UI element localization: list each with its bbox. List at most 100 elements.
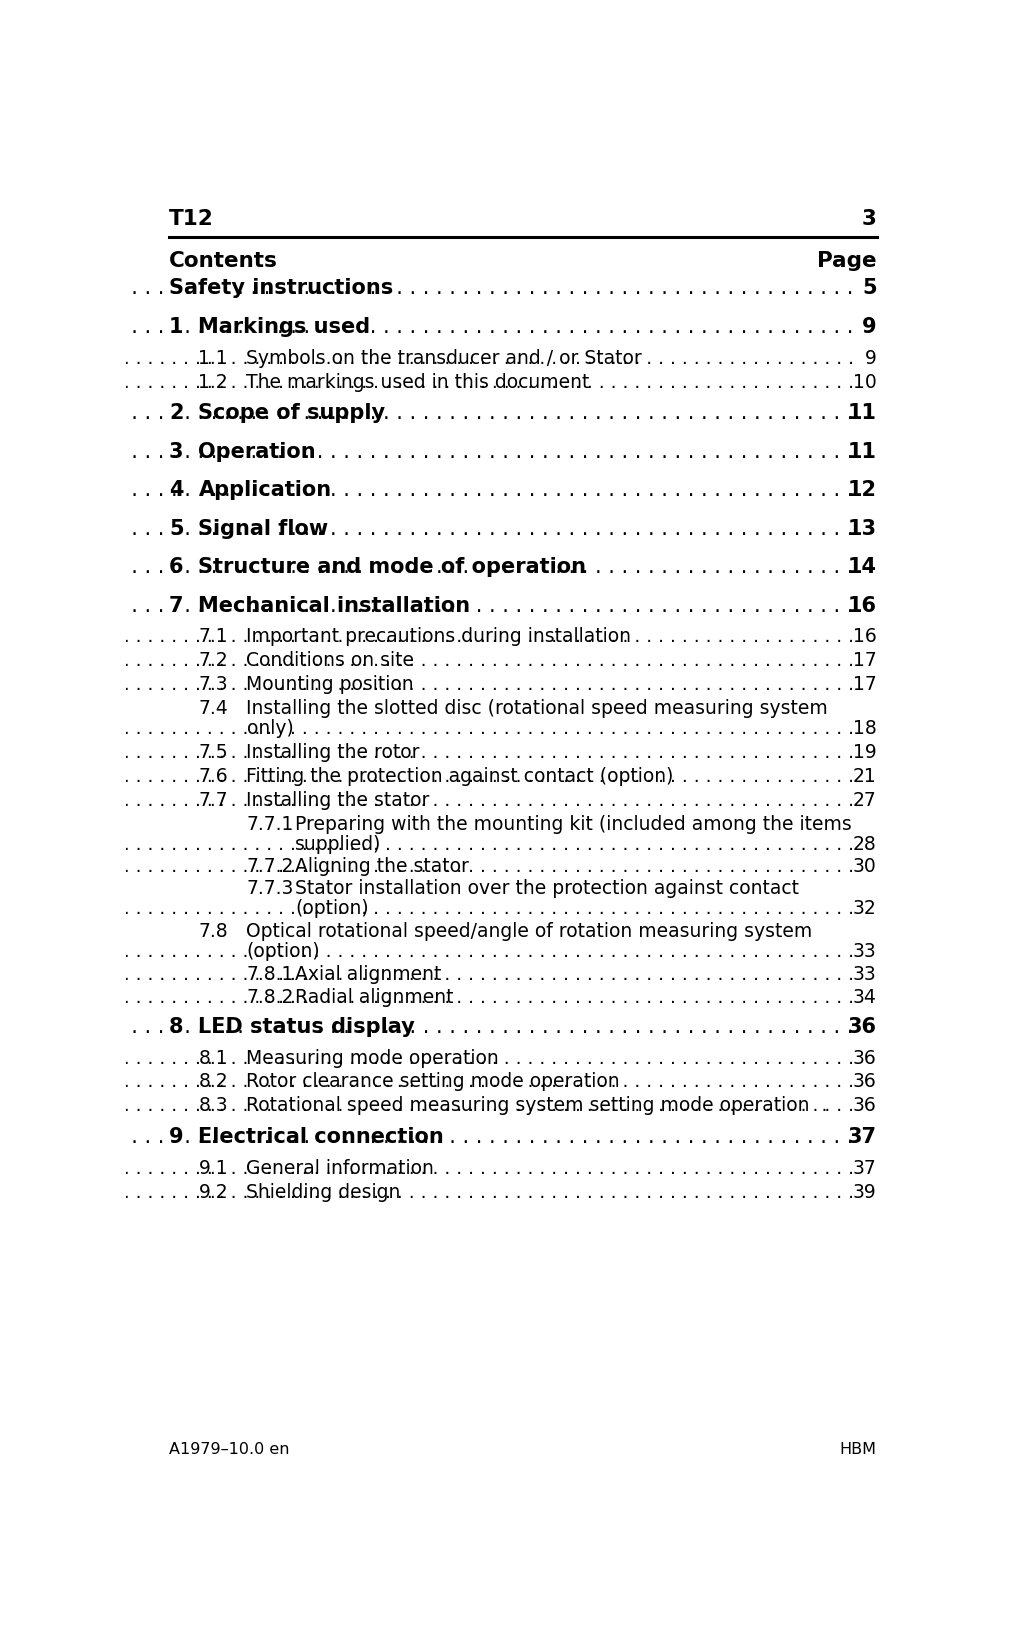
Text: . . . . . . . . . . . . . . . . . . . . . . . . . . . . . . . . . . . . . . . . : . . . . . . . . . . . . . . . . . . . . … (0, 480, 859, 500)
Text: Radial alignment: Radial alignment (295, 987, 454, 1007)
Text: . . . . . . . . . . . . . . . . . . . . . . . . . . . . . . . . . . . . . . . . : . . . . . . . . . . . . . . . . . . . . … (0, 1182, 859, 1202)
Text: Shielding design: Shielding design (247, 1182, 401, 1202)
Text: 9: 9 (169, 1128, 184, 1147)
Text: 8.2: 8.2 (198, 1073, 228, 1091)
Text: Contents: Contents (169, 251, 278, 271)
Text: 34: 34 (852, 987, 877, 1007)
Text: 9.1: 9.1 (198, 1159, 228, 1177)
Text: 18: 18 (853, 720, 877, 738)
Text: 5: 5 (862, 279, 877, 299)
Text: 36: 36 (853, 1048, 877, 1068)
Text: . . . . . . . . . . . . . . . . . . . . . . . . . . . . . . . . . . . . . . . . : . . . . . . . . . . . . . . . . . . . . … (0, 317, 859, 337)
Text: 39: 39 (853, 1182, 877, 1202)
Text: . . . . . . . . . . . . . . . . . . . . . . . . . . . . . . . . . . . . . . . . : . . . . . . . . . . . . . . . . . . . . … (0, 556, 859, 578)
Text: . . . . . . . . . . . . . . . . . . . . . . . . . . . . . . . . . . . . . . . . : . . . . . . . . . . . . . . . . . . . . … (0, 900, 859, 918)
Text: 7.3: 7.3 (198, 675, 228, 693)
Text: . . . . . . . . . . . . . . . . . . . . . . . . . . . . . . . . . . . . . . . . : . . . . . . . . . . . . . . . . . . . . … (0, 1096, 859, 1116)
Text: . . . . . . . . . . . . . . . . . . . . . . . . . . . . . . . . . . . . . . . . : . . . . . . . . . . . . . . . . . . . . … (0, 518, 859, 538)
Text: 37: 37 (847, 1128, 877, 1147)
Text: T12: T12 (169, 210, 213, 229)
Text: 4: 4 (169, 480, 184, 500)
Text: 17: 17 (853, 650, 877, 670)
Text: (option): (option) (247, 941, 320, 961)
Text: . . . . . . . . . . . . . . . . . . . . . . . . . . . . . . . . . . . . . . . . : . . . . . . . . . . . . . . . . . . . . … (0, 1048, 859, 1068)
Text: Rotor clearance setting mode operation: Rotor clearance setting mode operation (247, 1073, 620, 1091)
Text: 7.7: 7.7 (198, 791, 228, 809)
Text: Page: Page (817, 251, 877, 271)
Text: . . . . . . . . . . . . . . . . . . . . . . . . . . . . . . . . . . . . . . . . : . . . . . . . . . . . . . . . . . . . . … (0, 791, 859, 809)
Text: 33: 33 (853, 966, 877, 984)
Text: . . . . . . . . . . . . . . . . . . . . . . . . . . . . . . . . . . . . . . . . : . . . . . . . . . . . . . . . . . . . . … (0, 1017, 859, 1037)
Text: . . . . . . . . . . . . . . . . . . . . . . . . . . . . . . . . . . . . . . . . : . . . . . . . . . . . . . . . . . . . . … (0, 403, 859, 423)
Text: . . . . . . . . . . . . . . . . . . . . . . . . . . . . . . . . . . . . . . . . : . . . . . . . . . . . . . . . . . . . . … (0, 1159, 859, 1177)
Text: Symbols on the transducer and / or Stator: Symbols on the transducer and / or Stato… (247, 348, 642, 368)
Text: A1979–10.0 en: A1979–10.0 en (169, 1441, 289, 1456)
Text: Installing the stator: Installing the stator (247, 791, 430, 809)
Text: 7.4: 7.4 (198, 698, 228, 718)
Text: . . . . . . . . . . . . . . . . . . . . . . . . . . . . . . . . . . . . . . . . : . . . . . . . . . . . . . . . . . . . . … (0, 987, 859, 1007)
Text: 7.8.1: 7.8.1 (247, 966, 294, 984)
Text: 33: 33 (853, 941, 877, 961)
Text: 3: 3 (169, 441, 184, 462)
Text: 3: 3 (861, 210, 877, 229)
Text: 7.7.1: 7.7.1 (247, 814, 294, 834)
Text: 17: 17 (853, 675, 877, 693)
Text: Electrical connection: Electrical connection (198, 1128, 444, 1147)
Text: Markings used: Markings used (198, 317, 371, 337)
Text: Rotational speed measuring system setting mode operation  .: Rotational speed measuring system settin… (247, 1096, 828, 1116)
Text: 7.7.3: 7.7.3 (247, 880, 294, 898)
Text: 8.1: 8.1 (198, 1048, 228, 1068)
Text: . . . . . . . . . . . . . . . . . . . . . . . . . . . . . . . . . . . . . . . . : . . . . . . . . . . . . . . . . . . . . … (0, 596, 859, 616)
Text: 19: 19 (853, 743, 877, 761)
Text: . . . . . . . . . . . . . . . . . . . . . . . . . . . . . . . . . . . . . . . . : . . . . . . . . . . . . . . . . . . . . … (0, 348, 859, 368)
Text: The markings used in this document: The markings used in this document (247, 373, 589, 391)
Text: . . . . . . . . . . . . . . . . . . . . . . . . . . . . . . . . . . . . . . . . : . . . . . . . . . . . . . . . . . . . . … (0, 675, 859, 693)
Text: 14: 14 (847, 556, 877, 578)
Text: 5: 5 (169, 518, 184, 538)
Text: 7.5: 7.5 (198, 743, 228, 761)
Text: 36: 36 (847, 1017, 877, 1037)
Text: Installing the slotted disc (rotational speed measuring system: Installing the slotted disc (rotational … (247, 698, 828, 718)
Text: 7: 7 (169, 596, 184, 616)
Text: LED status display: LED status display (198, 1017, 416, 1037)
Text: 28: 28 (853, 834, 877, 854)
Text: 27: 27 (853, 791, 877, 809)
Text: . . . . . . . . . . . . . . . . . . . . . . . . . . . . . . . . . . . . . . . . : . . . . . . . . . . . . . . . . . . . . … (0, 834, 859, 854)
Text: Signal flow: Signal flow (198, 518, 329, 538)
Text: Conditions on site: Conditions on site (247, 650, 415, 670)
Text: 1: 1 (169, 317, 184, 337)
Text: 7.1: 7.1 (198, 627, 228, 647)
Text: Operation: Operation (198, 441, 316, 462)
Text: . . . . . . . . . . . . . . . . . . . . . . . . . . . . . . . . . . . . . . . . : . . . . . . . . . . . . . . . . . . . . … (0, 743, 859, 761)
Text: Optical rotational speed/angle of rotation measuring system: Optical rotational speed/angle of rotati… (247, 921, 813, 941)
Text: General information: General information (247, 1159, 435, 1177)
Text: Preparing with the mounting kit (included among the items: Preparing with the mounting kit (include… (295, 814, 852, 834)
Text: 7.7.2: 7.7.2 (247, 857, 294, 877)
Text: 9: 9 (864, 348, 877, 368)
Text: 1.1: 1.1 (198, 348, 228, 368)
Text: . . . . . . . . . . . . . . . . . . . . . . . . . . . . . . . . . . . . . . . . : . . . . . . . . . . . . . . . . . . . . … (0, 941, 859, 961)
Text: 10: 10 (853, 373, 877, 391)
Text: . . . . . . . . . . . . . . . . . . . . . . . . . . . . . . . . . . . . . . . . : . . . . . . . . . . . . . . . . . . . . … (0, 966, 859, 984)
Text: 36: 36 (853, 1096, 877, 1116)
Text: 9.2: 9.2 (198, 1182, 228, 1202)
Text: 1.2: 1.2 (198, 373, 228, 391)
Text: 11: 11 (847, 403, 877, 423)
Text: supplied): supplied) (295, 834, 382, 854)
Text: only): only) (247, 720, 293, 738)
Text: Axial alignment: Axial alignment (295, 966, 442, 984)
Text: HBM: HBM (839, 1441, 877, 1456)
Text: . . . . . . . . . . . . . . . . . . . . . . . . . . . . . . . . . . . . . . . . : . . . . . . . . . . . . . . . . . . . . … (0, 373, 859, 391)
Text: Application: Application (198, 480, 332, 500)
Text: Structure and mode of operation: Structure and mode of operation (198, 556, 586, 578)
Text: 6: 6 (169, 556, 184, 578)
Text: Measuring mode operation: Measuring mode operation (247, 1048, 499, 1068)
Text: Important precautions during installation: Important precautions during installatio… (247, 627, 632, 647)
Text: . . . . . . . . . . . . . . . . . . . . . . . . . . . . . . . . . . . . . . . . : . . . . . . . . . . . . . . . . . . . . … (0, 1073, 859, 1091)
Text: 32: 32 (853, 900, 877, 918)
Text: 21: 21 (853, 766, 877, 786)
Text: 7.8.2: 7.8.2 (247, 987, 294, 1007)
Text: 7.2: 7.2 (198, 650, 228, 670)
Text: 7.8: 7.8 (198, 921, 228, 941)
Text: 36: 36 (853, 1073, 877, 1091)
